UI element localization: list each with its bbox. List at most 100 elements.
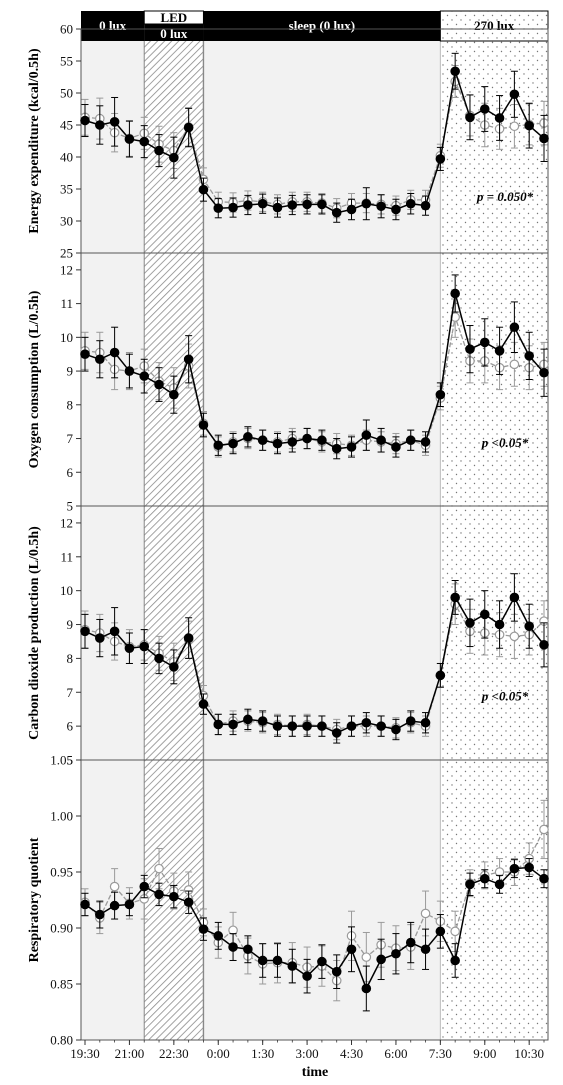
point-0-filled-11 bbox=[243, 200, 253, 210]
point-1-filled-0 bbox=[80, 349, 90, 359]
y-tick-label-0-5: 50 bbox=[60, 86, 73, 101]
y-tick-label-3-4: 1.00 bbox=[50, 809, 73, 824]
phase-label-0: 0 lux bbox=[99, 18, 127, 33]
band-seg-3 bbox=[439, 10, 549, 42]
phase-backgrounds bbox=[81, 29, 548, 1040]
point-1-filled-15 bbox=[302, 433, 312, 444]
point-2-filled-20 bbox=[376, 721, 386, 731]
series-2-filled bbox=[80, 573, 549, 744]
point-2-filled-29 bbox=[509, 592, 520, 603]
point-3-open-31 bbox=[539, 824, 549, 835]
panel-0: 25 30 35 40 45 50 55 60 Energy expenditure (kcal… bbox=[27, 22, 549, 261]
p-value-1: p <0.05* bbox=[481, 435, 529, 450]
point-3-open-5 bbox=[154, 863, 164, 874]
point-2-filled-17 bbox=[331, 728, 342, 738]
point-0-filled-25 bbox=[450, 66, 460, 77]
point-0-filled-7 bbox=[183, 122, 194, 133]
point-0-filled-15 bbox=[302, 199, 312, 210]
y-tick-label-0-2: 35 bbox=[60, 182, 73, 197]
point-1-filled-28 bbox=[494, 346, 505, 356]
point-2-filled-6 bbox=[169, 662, 179, 672]
y-tick-label-2-5: 10 bbox=[60, 583, 73, 598]
point-2-filled-4 bbox=[139, 641, 150, 652]
point-3-filled-6 bbox=[169, 891, 179, 902]
point-0-filled-6 bbox=[169, 152, 179, 163]
point-3-filled-18 bbox=[346, 944, 357, 955]
point-3-filled-7 bbox=[183, 897, 194, 908]
y-tick-label-0-4: 45 bbox=[60, 118, 73, 133]
x-tick-label-5: 3:00 bbox=[296, 1046, 319, 1061]
phase-bg-3 bbox=[440, 29, 548, 1040]
point-0-filled-4 bbox=[139, 136, 150, 147]
x-tick-label-4: 1:30 bbox=[251, 1046, 274, 1061]
point-1-filled-4 bbox=[139, 371, 150, 381]
point-2-filled-31 bbox=[539, 640, 549, 650]
y-tick-label-1-6: 11 bbox=[60, 296, 73, 311]
point-0-filled-8 bbox=[198, 184, 209, 195]
y-tick-label-1-1: 6 bbox=[67, 465, 74, 480]
point-2-filled-22 bbox=[405, 716, 416, 726]
series-3-filled bbox=[80, 858, 549, 1012]
point-0-filled-28 bbox=[494, 113, 505, 123]
x-tick-label-3: 0:00 bbox=[207, 1046, 230, 1061]
y-tick-label-2-2: 7 bbox=[67, 685, 74, 700]
point-1-filled-9 bbox=[213, 440, 224, 451]
y-tick-label-2-3: 8 bbox=[67, 651, 74, 666]
point-3-filled-14 bbox=[287, 961, 298, 971]
x-axis: time 19:30 21:00 22:30 0:00 1:30 3:00 4:30 6:00… bbox=[70, 1040, 545, 1080]
x-tick-label-2: 22:30 bbox=[159, 1046, 189, 1061]
y-tick-label-1-3: 8 bbox=[67, 397, 74, 412]
point-1-filled-27 bbox=[479, 337, 490, 348]
panel-2: 5 6 7 8 9 10 11 12 Carbon dioxide production (L/… bbox=[27, 505, 549, 768]
point-1-filled-3 bbox=[124, 366, 135, 376]
y-tick-label-1-2: 7 bbox=[67, 431, 74, 446]
point-0-filled-24 bbox=[435, 154, 446, 164]
point-3-filled-3 bbox=[124, 899, 135, 910]
y-axis-label-0: Energy expenditure (kcal/0.5h) bbox=[27, 48, 42, 234]
series-0-filled bbox=[80, 52, 549, 223]
point-2-filled-26 bbox=[465, 618, 475, 628]
point-2-filled-30 bbox=[524, 621, 534, 632]
y-tick-label-0-7: 60 bbox=[60, 22, 73, 37]
point-3-filled-22 bbox=[405, 937, 416, 948]
panel-3: 0.80 0.85 0.90 0.95 1.00 1.05 Respiratory quot… bbox=[27, 753, 549, 1048]
point-0-filled-21 bbox=[391, 204, 401, 215]
point-3-filled-19 bbox=[361, 983, 372, 994]
point-0-filled-13 bbox=[272, 202, 283, 213]
point-3-filled-17 bbox=[331, 966, 342, 977]
point-3-filled-27 bbox=[479, 873, 490, 884]
point-3-filled-26 bbox=[465, 879, 475, 890]
point-2-filled-16 bbox=[317, 721, 327, 731]
point-1-filled-6 bbox=[169, 389, 179, 400]
y-tick-label-3-3: 0.95 bbox=[50, 865, 73, 880]
point-2-filled-14 bbox=[287, 721, 298, 731]
point-0-filled-0 bbox=[80, 115, 90, 126]
point-3-filled-12 bbox=[257, 955, 268, 966]
point-3-filled-4 bbox=[139, 881, 150, 892]
point-0-filled-20 bbox=[376, 201, 386, 212]
y-tick-label-3-5: 1.05 bbox=[50, 753, 73, 768]
point-2-filled-8 bbox=[198, 699, 209, 709]
point-2-filled-23 bbox=[420, 717, 431, 728]
phase-bg-0 bbox=[81, 29, 145, 1040]
point-0-filled-3 bbox=[124, 134, 135, 144]
point-1-filled-21 bbox=[391, 442, 401, 452]
y-tick-label-3-2: 0.90 bbox=[50, 921, 73, 936]
x-tick-label-8: 7:30 bbox=[429, 1046, 452, 1061]
x-tick-label-0: 19:30 bbox=[70, 1046, 100, 1061]
point-1-filled-20 bbox=[376, 435, 386, 446]
point-0-open-29 bbox=[509, 121, 520, 132]
y-tick-label-0-1: 30 bbox=[60, 214, 73, 229]
phase-label-2: sleep (0 lux) bbox=[289, 18, 355, 33]
y-tick-label-3-1: 0.85 bbox=[50, 977, 73, 992]
point-1-filled-10 bbox=[228, 438, 238, 449]
point-3-filled-30 bbox=[524, 862, 534, 873]
point-0-filled-9 bbox=[213, 203, 224, 213]
point-2-filled-12 bbox=[257, 716, 268, 726]
point-3-filled-8 bbox=[198, 924, 209, 934]
y-tick-label-1-4: 9 bbox=[67, 364, 74, 379]
series-line-3-open bbox=[84, 829, 545, 982]
point-3-filled-29 bbox=[509, 863, 520, 874]
